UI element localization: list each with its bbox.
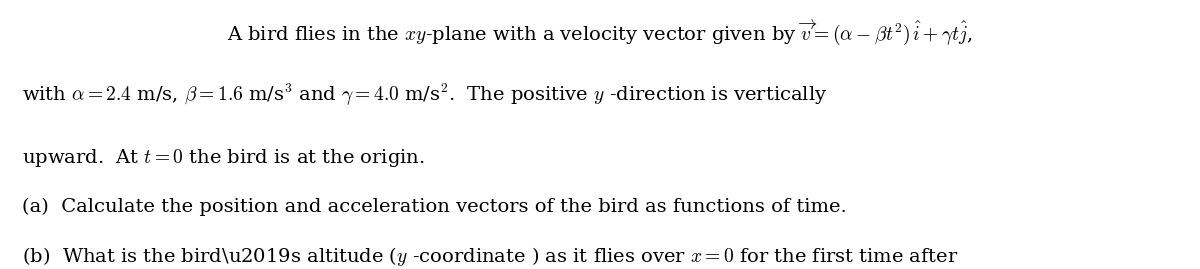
Text: A bird flies in the $xy$-plane with a velocity vector given by $\overrightarrow{: A bird flies in the $xy$-plane with a ve… xyxy=(227,17,973,47)
Text: with $\alpha = 2.4$ m/s, $\beta = 1.6$ m/s$^3$ and $\gamma = 4.0$ m/s$^2$.  The : with $\alpha = 2.4$ m/s, $\beta = 1.6$ m… xyxy=(22,82,827,108)
Text: upward.  At $t = 0$ the bird is at the origin.: upward. At $t = 0$ the bird is at the or… xyxy=(22,147,425,169)
Text: (a)  Calculate the position and acceleration vectors of the bird as functions of: (a) Calculate the position and accelerat… xyxy=(22,198,846,216)
Text: (b)  What is the bird\u2019s altitude ($y$ -coordinate ) as it flies over $x = 0: (b) What is the bird\u2019s altitude ($y… xyxy=(22,245,958,268)
